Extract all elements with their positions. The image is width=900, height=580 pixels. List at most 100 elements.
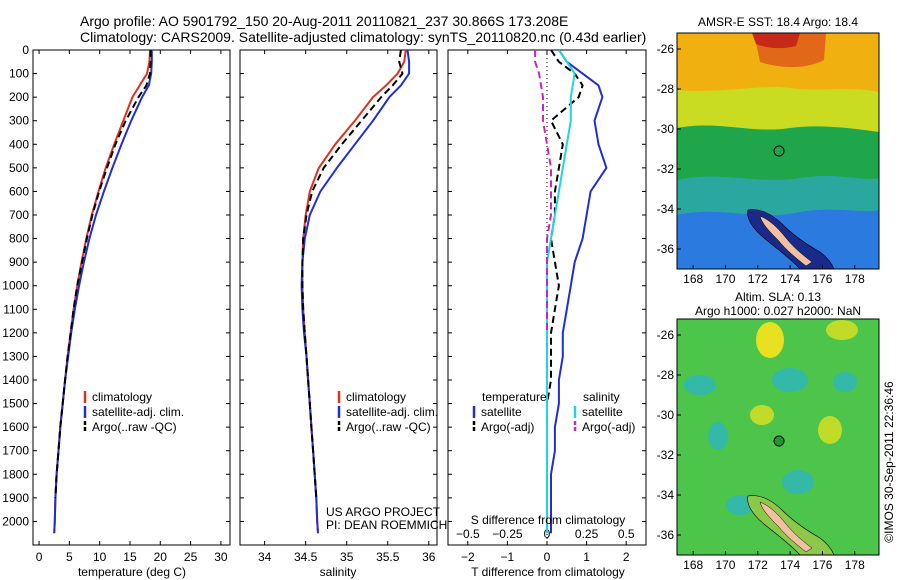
temperature-panel: 0100200300400500600700800900100011001200… <box>2 43 231 579</box>
sst-map-title: AMSR-E SST: 18.4 Argo: 18.4 <box>698 15 858 29</box>
legend-temperature-title: temperature <box>482 390 547 404</box>
s-difference-xlabel: S difference from climatology <box>471 513 626 527</box>
sst-hot-core <box>752 33 800 49</box>
map-y-tick-label: -36 <box>657 528 675 542</box>
map-y-tick-label: -28 <box>657 368 675 382</box>
x-tick-label: 15 <box>123 550 137 564</box>
series-argo-raw-qc <box>54 50 152 498</box>
map-y-tick-label: -28 <box>657 82 675 96</box>
x-tick-label: 0 <box>36 550 43 564</box>
sla-low-3 <box>833 372 857 392</box>
sla-map-image <box>677 319 879 555</box>
depth-tick-label: 900 <box>9 255 29 269</box>
sst-map-image <box>677 33 879 269</box>
salinity-axes: 34 34.5 35 35.5 36 <box>240 49 437 564</box>
map-y-tick-label: -36 <box>657 242 675 256</box>
s-diff-tick-label: 0.25 <box>575 527 599 541</box>
map-y-tick-label: -30 <box>657 122 675 136</box>
sla-map-title-line1: Altim. SLA: 0.13 <box>735 290 821 304</box>
nz-land <box>759 215 813 267</box>
difference-series <box>534 50 608 534</box>
sla-low-5 <box>782 470 814 494</box>
depth-tick-label: 1900 <box>2 491 29 505</box>
legend-s-argo: Argo(-adj) <box>582 420 635 434</box>
depth-tick-label: 1500 <box>2 397 29 411</box>
temperature-legend-satellite: satellite-adj. clim. <box>92 405 184 419</box>
depth-tick-label: 1000 <box>2 279 29 293</box>
salinity-legend-climatology: climatology <box>346 390 406 404</box>
salinity-legend-satellite: satellite-adj. clim. <box>346 405 438 419</box>
series-t-argo-adj <box>546 50 584 475</box>
salinity-series <box>300 50 411 534</box>
map-x-tick-label: 178 <box>845 558 865 572</box>
map-y-tick-label: -30 <box>657 408 675 422</box>
sla-high-1 <box>756 322 784 358</box>
map-x-tick-label: 176 <box>812 272 832 286</box>
difference-panel: −2 −1 0 1 2 −0.5 −0.25 0 0.25 0.5 T difference fr… <box>447 49 647 579</box>
imos-credit: ©IMOS 30-Sep-2011 22:36:46 <box>882 381 896 543</box>
temperature-axes: 0100200300400500600700800900100011001200… <box>2 43 230 564</box>
difference-axes: −2 −1 0 1 2 −0.5 −0.25 0 0.25 0.5 <box>448 49 646 564</box>
temperature-xlabel: temperature (deg C) <box>78 565 186 579</box>
depth-tick-label: 100 <box>9 67 29 81</box>
map-x-tick-label: 176 <box>812 558 832 572</box>
legend-t-argo: Argo(-adj) <box>481 420 534 434</box>
salinity-plot-frame <box>239 49 438 546</box>
sla-low-4 <box>708 422 728 450</box>
x-tick-label: 35 <box>340 550 354 564</box>
depth-tick-label: 300 <box>9 114 29 128</box>
x-tick-label: 20 <box>154 550 168 564</box>
x-tick-label: −1 <box>501 550 515 564</box>
series-s-satellite <box>546 50 576 534</box>
map-x-tick-label: 168 <box>683 272 703 286</box>
depth-tick-label: 500 <box>9 161 29 175</box>
sst-map: AMSR-E SST: 18.4 Argo: 18.4 168 170 172 174… <box>657 15 880 286</box>
sla-low-1 <box>684 375 716 395</box>
sst-map-axes: 168 170 172 174 176 178 -26 -28 -30 -32 -34 -36 <box>657 42 865 286</box>
x-tick-label: 34.5 <box>294 550 318 564</box>
depth-tick-label: 1600 <box>2 420 29 434</box>
series-t-satellite <box>550 50 608 534</box>
s-diff-tick-label: 0.5 <box>618 527 635 541</box>
map-y-tick-label: -34 <box>657 488 675 502</box>
sla-map-axes: 168 170 172 174 176 178 -26 -28 -30 -32 -34 -36 <box>657 328 865 572</box>
map-x-tick-label: 178 <box>845 272 865 286</box>
series-climatology <box>53 50 151 534</box>
depth-tick-label: 200 <box>9 90 29 104</box>
salinity-panel: 34 34.5 35 35.5 36 salinity climatology sate… <box>239 49 447 579</box>
project-label: US ARGO PROJECT <box>326 505 441 519</box>
salinity-legend-argo: Argo(..raw -QC) <box>346 420 431 434</box>
depth-tick-label: 0 <box>22 43 29 57</box>
x-tick-label: 34 <box>258 550 272 564</box>
map-x-tick-label: 172 <box>748 272 768 286</box>
temperature-plot-frame <box>32 49 231 546</box>
salinity-xlabel: salinity <box>320 565 357 579</box>
temperature-legend-climatology: climatology <box>92 390 152 404</box>
map-y-tick-label: -32 <box>657 448 675 462</box>
sla-low-6 <box>726 495 754 515</box>
map-y-tick-label: -32 <box>657 162 675 176</box>
map-x-tick-label: 170 <box>715 272 735 286</box>
series-argo-raw-qc <box>301 50 404 498</box>
legend-t-satellite: satellite <box>481 405 522 419</box>
depth-tick-label: 800 <box>9 232 29 246</box>
depth-tick-label: 1400 <box>2 373 29 387</box>
series-s-argo-adj <box>534 50 552 333</box>
series-climatology <box>301 50 407 534</box>
x-tick-label: 2 <box>623 550 630 564</box>
depth-tick-label: 1200 <box>2 326 29 340</box>
legend-s-satellite: satellite <box>582 405 623 419</box>
sla-high-4 <box>818 416 842 444</box>
pi-label: PI: DEAN ROEMMICH <box>326 518 447 532</box>
x-tick-label: 36 <box>422 550 436 564</box>
map-y-tick-label: -26 <box>657 328 675 342</box>
salinity-legend: climatology satellite-adj. clim. Argo(..… <box>337 390 438 434</box>
map-x-tick-label: 174 <box>780 558 800 572</box>
figure-title-line1: Argo profile: AO 5901792_150 20-Aug-2011… <box>80 13 568 29</box>
depth-tick-label: 2000 <box>2 514 29 528</box>
depth-tick-label: 1800 <box>2 467 29 481</box>
s-diff-tick-label: −0.5 <box>456 527 480 541</box>
map-y-tick-label: -34 <box>657 202 675 216</box>
sla-map-frame <box>676 318 880 556</box>
depth-tick-label: 400 <box>9 137 29 151</box>
